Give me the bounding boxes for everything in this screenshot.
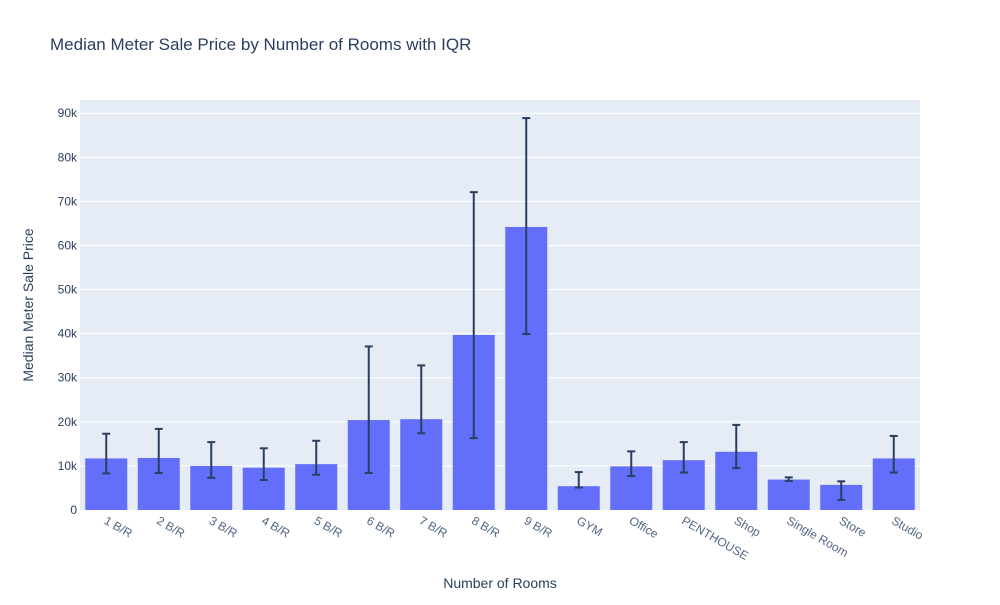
- chart-title: Median Meter Sale Price by Number of Roo…: [50, 35, 471, 54]
- x-tick-label: 8 B/R: [469, 513, 502, 540]
- error-bar: [154, 427, 163, 474]
- grid-lines: [80, 112, 920, 467]
- y-axis-title: Median Meter Sale Price: [20, 228, 36, 382]
- y-tick-label: 40k: [58, 327, 78, 341]
- x-tick-label: Office: [627, 513, 661, 541]
- error-bar: [679, 441, 688, 474]
- error-bar: [627, 450, 636, 478]
- error-bar: [312, 439, 321, 476]
- bar: [400, 419, 443, 510]
- y-tick-label: 80k: [58, 150, 78, 164]
- error-bar: [574, 471, 583, 489]
- error-bar: [102, 432, 111, 475]
- error-bars: [102, 117, 898, 501]
- x-tick-label: 2 B/R: [154, 513, 187, 540]
- y-tick-label: 50k: [58, 283, 78, 297]
- error-bar: [364, 345, 373, 474]
- x-tick-label: 9 B/R: [522, 513, 555, 540]
- error-bar: [259, 447, 268, 482]
- x-tick-label: 4 B/R: [259, 513, 292, 540]
- x-tick-label: 7 B/R: [417, 513, 450, 540]
- y-tick-label: 60k: [58, 238, 78, 252]
- error-bar: [732, 423, 741, 470]
- x-tick-label: Store: [837, 513, 869, 540]
- error-bar: [889, 434, 898, 474]
- y-tick-label: 10k: [58, 459, 78, 473]
- plot-area: [80, 100, 920, 510]
- y-axis-ticks: 0 10k 20k 30k 40k 50k 60k 70k 80k 90k: [58, 106, 78, 517]
- y-tick-label: 20k: [58, 415, 78, 429]
- x-tick-label: GYM: [574, 513, 605, 539]
- x-axis-ticks: 1 B/R 2 B/R 3 B/R 4 B/R 5 B/R 6 B/R 7 B/R 8 B/R…: [102, 513, 926, 562]
- error-bar: [417, 364, 426, 435]
- x-tick-label: 1 B/R: [102, 513, 135, 540]
- x-tick-label: Shop: [732, 513, 764, 539]
- bar: [767, 479, 810, 510]
- x-axis-title: Number of Rooms: [443, 575, 557, 591]
- x-tick-label: 6 B/R: [364, 513, 397, 540]
- x-tick-label: Studio: [889, 513, 926, 542]
- y-tick-label: 0: [70, 503, 77, 517]
- error-bar: [784, 476, 793, 482]
- y-tick-label: 70k: [58, 194, 78, 208]
- y-tick-label: 30k: [58, 371, 78, 385]
- error-bar: [207, 441, 216, 479]
- x-tick-label: 5 B/R: [312, 513, 345, 540]
- y-tick-label: 90k: [58, 106, 78, 120]
- x-tick-label: 3 B/R: [207, 513, 240, 540]
- error-bar: [522, 117, 531, 336]
- error-bar: [837, 480, 846, 501]
- error-bar: [469, 191, 478, 440]
- bar: [557, 486, 600, 510]
